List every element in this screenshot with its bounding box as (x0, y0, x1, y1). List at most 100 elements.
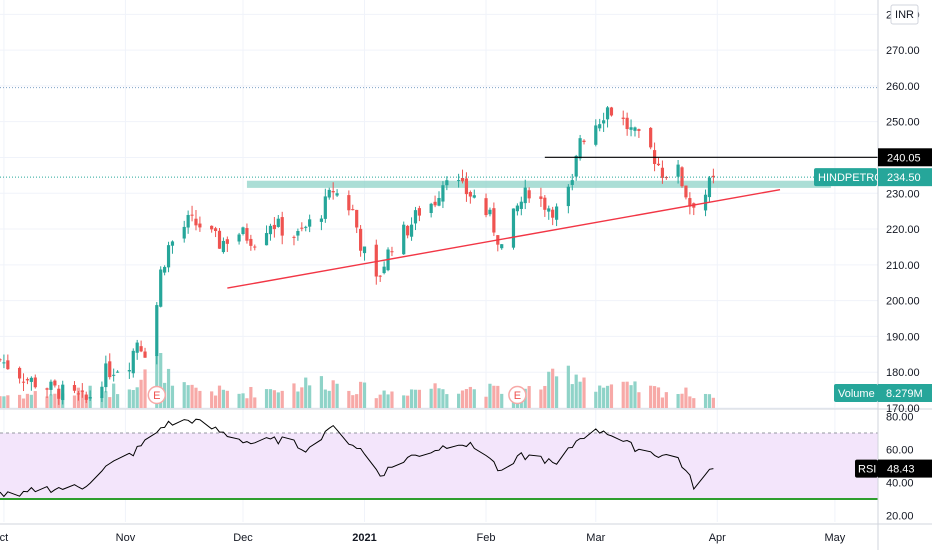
candle-body[interactable] (547, 208, 551, 212)
candle-body[interactable] (182, 226, 186, 239)
ascending-trendline[interactable] (227, 188, 781, 289)
candle-body[interactable] (108, 361, 112, 378)
candle-body[interactable] (143, 351, 147, 358)
candle-body[interactable] (327, 189, 331, 198)
candle-body[interactable] (104, 363, 108, 388)
candle-body[interactable] (602, 120, 606, 124)
candle-body[interactable] (131, 350, 135, 374)
candle-body[interactable] (221, 240, 226, 253)
candle-body[interactable] (100, 386, 104, 399)
candle-body[interactable] (21, 381, 26, 383)
candle-body[interactable] (292, 236, 296, 238)
candle-body[interactable] (159, 269, 163, 307)
candle-body[interactable] (29, 377, 33, 382)
candle-body[interactable] (492, 208, 496, 233)
candle-body[interactable] (84, 394, 88, 400)
candle-body[interactable] (429, 203, 433, 213)
candle-body[interactable] (413, 210, 418, 224)
candle-body[interactable] (543, 197, 547, 210)
candle-body[interactable] (155, 305, 159, 357)
candle-body[interactable] (680, 167, 684, 187)
candle-body[interactable] (115, 371, 120, 373)
candle-body[interactable] (605, 107, 610, 120)
candle-body[interactable] (268, 225, 273, 235)
candle-body[interactable] (210, 225, 214, 230)
candle-body[interactable] (633, 127, 637, 131)
candle-body[interactable] (688, 198, 692, 207)
candle-body[interactable] (539, 196, 543, 199)
candle-body[interactable] (437, 197, 441, 206)
candle-body[interactable] (194, 218, 198, 226)
candle-body[interactable] (582, 140, 586, 142)
candle-body[interactable] (225, 239, 229, 244)
candle-body[interactable] (6, 360, 10, 370)
candle-body[interactable] (660, 167, 665, 178)
candle-body[interactable] (272, 224, 276, 230)
candle-body[interactable] (296, 231, 300, 236)
candle-body[interactable] (488, 209, 492, 215)
candle-body[interactable] (523, 187, 527, 204)
candle-body[interactable] (80, 390, 84, 392)
candle-body[interactable] (570, 180, 574, 185)
candle-body[interactable] (186, 214, 190, 228)
candle-body[interactable] (72, 384, 77, 391)
candle-body[interactable] (519, 201, 523, 209)
candle-body[interactable] (382, 266, 386, 274)
candle-body[interactable] (331, 190, 335, 193)
candle-body[interactable] (2, 362, 6, 364)
candle-body[interactable] (76, 393, 80, 395)
candle-body[interactable] (629, 127, 633, 130)
candle-body[interactable] (45, 388, 49, 390)
earnings-e-icon[interactable] (508, 385, 527, 405)
candle-body[interactable] (57, 388, 61, 399)
candle-body[interactable] (511, 208, 516, 248)
candle-body[interactable] (61, 384, 65, 401)
candle-body[interactable] (456, 180, 461, 182)
candle-body[interactable] (417, 208, 422, 216)
candle-body[interactable] (676, 164, 680, 177)
volume-tag[interactable] (834, 384, 878, 402)
candle-body[interactable] (609, 107, 614, 116)
candle-body[interactable] (300, 227, 304, 229)
candle-body[interactable] (237, 234, 241, 242)
candle-body[interactable] (378, 275, 382, 277)
candle-body[interactable] (594, 125, 598, 145)
candle-body[interactable] (621, 117, 625, 119)
candle-body[interactable] (574, 155, 578, 177)
candle-body[interactable] (25, 379, 30, 381)
symbol-tag[interactable] (814, 168, 877, 187)
candle-body[interactable] (406, 225, 410, 236)
candle-body[interactable] (649, 127, 653, 148)
candle-body[interactable] (135, 342, 139, 353)
candle-body[interactable] (49, 381, 53, 390)
candle-body[interactable] (17, 367, 22, 379)
candle-body[interactable] (217, 230, 222, 249)
candle-body[interactable] (707, 177, 712, 198)
candle-body[interactable] (53, 380, 57, 386)
candle-body[interactable] (374, 244, 378, 277)
candle-body[interactable] (127, 370, 131, 372)
candle-body[interactable] (637, 129, 641, 131)
candle-body[interactable] (578, 138, 582, 159)
candle-body[interactable] (245, 228, 249, 241)
candle-body[interactable] (170, 241, 175, 246)
candle-body[interactable] (441, 185, 445, 202)
candle-body[interactable] (472, 195, 476, 198)
candle-body[interactable] (554, 206, 559, 220)
candle-body[interactable] (390, 251, 394, 253)
candle-body[interactable] (355, 209, 359, 228)
candle-body[interactable] (347, 195, 351, 211)
candle-body[interactable] (566, 186, 570, 207)
candle-body[interactable] (409, 224, 414, 237)
candle-body[interactable] (241, 227, 245, 235)
candle-body[interactable] (351, 209, 355, 211)
candle-body[interactable] (280, 217, 284, 236)
candle-body[interactable] (276, 218, 280, 227)
candle-body[interactable] (551, 209, 555, 218)
candle-body[interactable] (656, 163, 661, 166)
candle-body[interactable] (264, 233, 269, 246)
candle-body[interactable] (625, 117, 629, 130)
candle-body[interactable] (253, 246, 257, 248)
candle-body[interactable] (362, 246, 367, 254)
candle-body[interactable] (308, 219, 312, 227)
